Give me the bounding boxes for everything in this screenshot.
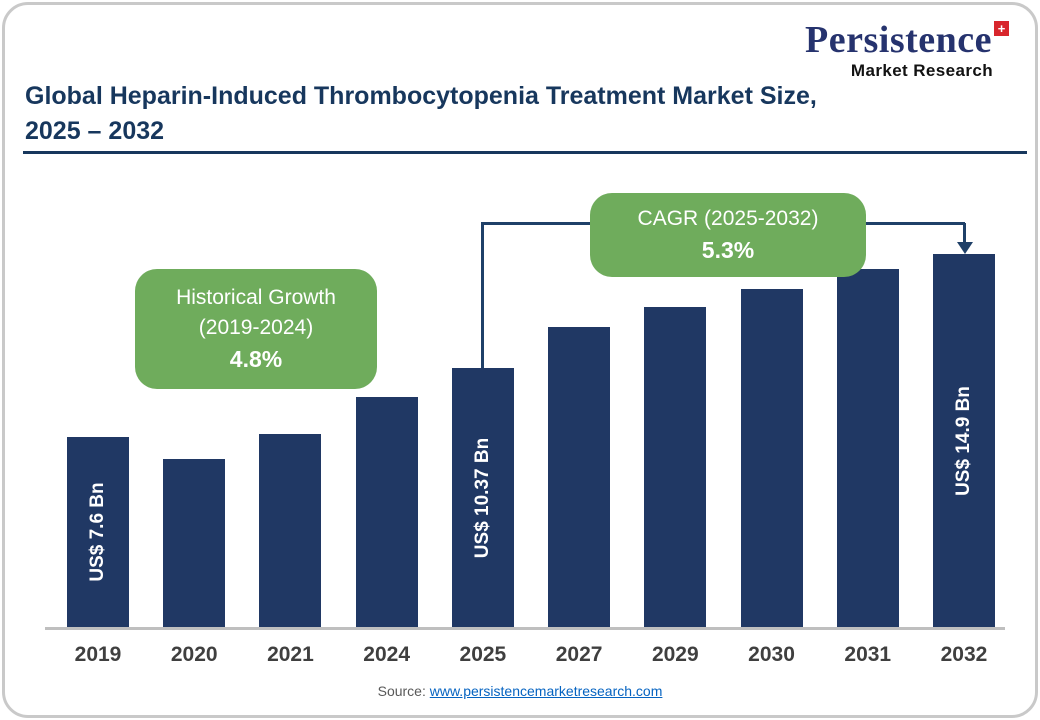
brand-subtitle: Market Research <box>850 61 993 80</box>
cagr-value: 5.3% <box>701 237 755 263</box>
x-axis-label-2031: 2031 <box>844 643 892 666</box>
bar-value-label-2032: US$ 14.9 Bn <box>952 385 974 496</box>
x-axis-label-2019: 2019 <box>74 643 122 666</box>
historical-growth-value: 4.8% <box>229 346 283 372</box>
plot-area: US$ 7.6 Bn US$ 10.37 Bn US$ 14.9 Bn <box>67 237 995 627</box>
page-title-line-2: 2025 – 2032 <box>25 117 165 145</box>
page-title: Global Heparin-Induced Thrombocytopenia … <box>25 79 925 149</box>
bar-2030 <box>740 289 803 627</box>
x-axis-label-2020: 2020 <box>170 643 218 666</box>
source-link[interactable]: www.persistencemarketresearch.com <box>429 683 663 699</box>
bar-2027 <box>548 327 611 627</box>
page-title-line-1: Global Heparin-Induced Thrombocytopenia … <box>25 82 817 110</box>
source-label: Source: <box>377 683 426 699</box>
historical-growth-callout: Historical Growth (2019-2024) 4.8% <box>135 269 377 389</box>
bar-value-label-2019: US$ 7.6 Bn <box>87 482 108 582</box>
x-axis-label-2024: 2024 <box>363 643 411 666</box>
x-axis-label-2029: 2029 <box>651 643 699 666</box>
x-axis-label-2030: 2030 <box>748 643 795 666</box>
bar-2029 <box>644 307 707 627</box>
bar-2025: US$ 10.37 Bn <box>451 368 514 627</box>
bar-2020 <box>163 459 226 627</box>
cagr-connector-right-line <box>963 223 966 243</box>
x-axis-label-2027: 2027 <box>555 643 603 666</box>
cagr-connector-left-line <box>481 223 484 369</box>
bar-2031 <box>836 269 899 627</box>
source-note: Source: www.persistencemarketresearch.co… <box>5 683 1035 699</box>
bar-2021 <box>259 434 322 627</box>
x-axis-label-2032: 2032 <box>940 643 988 666</box>
bar-2019: US$ 7.6 Bn <box>67 437 129 627</box>
bar-2024 <box>355 397 418 627</box>
x-axis <box>45 627 1005 630</box>
historical-growth-line-1: Historical Growth <box>176 286 336 309</box>
arrow-down-icon <box>957 242 973 254</box>
x-axis-labels: 2019 2020 2021 2024 2025 2027 2029 2030 2031 2032 <box>67 643 995 667</box>
historical-growth-line-2: (2019-2024) <box>198 316 314 339</box>
bar-2032: US$ 14.9 Bn <box>932 254 995 627</box>
brand-logo: Persistence + Market Research <box>805 21 1009 81</box>
bar-value-label-2025: US$ 10.37 Bn <box>471 437 493 558</box>
plus-icon: + <box>994 21 1009 36</box>
x-axis-label-2025: 2025 <box>459 643 507 666</box>
title-underline <box>23 151 1027 154</box>
x-axis-label-2021: 2021 <box>267 643 314 666</box>
cagr-line-1: CAGR (2025-2032) <box>637 207 819 230</box>
brand-name: Persistence <box>805 19 992 61</box>
cagr-callout: CAGR (2025-2032) 5.3% <box>590 193 866 277</box>
